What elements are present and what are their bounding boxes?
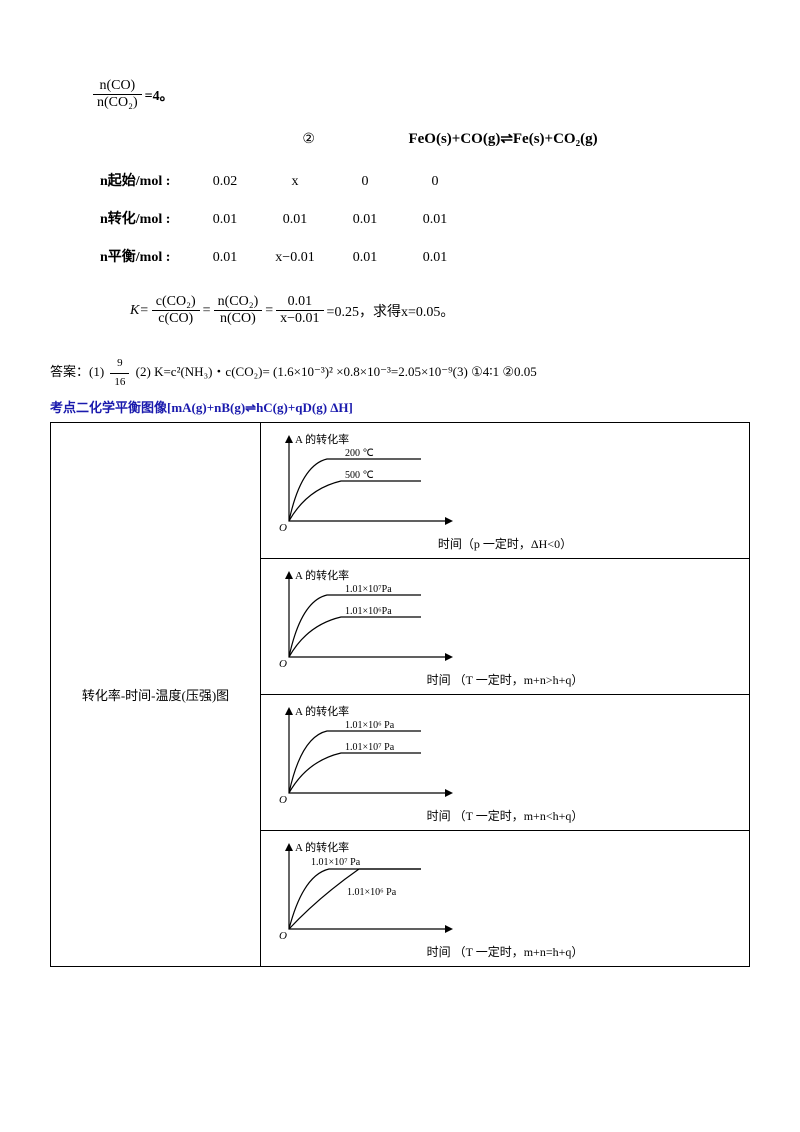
f2-den: n(CO)	[214, 311, 263, 327]
answer-mid2: ×0.8×10⁻³=2.05×10⁻⁹(3) ①4∶1 ②0.05	[336, 364, 537, 379]
mini-chart-svg: O A 的转化率 200 ℃ 500 ℃	[271, 429, 461, 533]
chart-caption: 时间（p 一定时，ΔH<0）	[271, 535, 739, 552]
mol-label: n转化/mol :	[100, 208, 190, 228]
frac-3: 0.01 x−0.01	[276, 294, 323, 327]
mol-label: n起始/mol :	[100, 170, 190, 190]
mol-value: 0.01	[400, 250, 470, 266]
mol-value: 0.01	[330, 212, 400, 228]
svg-text:O: O	[279, 522, 287, 533]
mini-chart-svg: O A 的转化率 1.01×10⁷Pa 1.01×10⁶Pa	[271, 565, 461, 669]
svg-text:1.01×10⁶ Pa: 1.01×10⁶ Pa	[345, 720, 395, 731]
reaction-equation: ② FeO(s)+CO(g)⇌Fe(s)+CO₂(g)	[150, 129, 750, 148]
mol-row: n起始/mol :0.02x00	[100, 170, 750, 190]
ans-num: 9	[110, 355, 129, 374]
svg-text:1.01×10⁷Pa: 1.01×10⁷Pa	[345, 584, 392, 595]
mol-label: n平衡/mol :	[100, 246, 190, 266]
mol-value: x−0.01	[260, 250, 330, 266]
ans-den: 16	[110, 374, 129, 392]
svg-text:1.01×10⁷ Pa: 1.01×10⁷ Pa	[345, 742, 395, 753]
svg-text:1.01×10⁷ Pa: 1.01×10⁷ Pa	[311, 857, 361, 868]
answer-line: 答案：(1) 9 16 (2) K=c²(NH₃)・c(CO₂)= (1.6×1…	[50, 355, 750, 391]
svg-text:1.01×10⁶ Pa: 1.01×10⁶ Pa	[347, 887, 397, 898]
marker: ②	[302, 131, 315, 148]
mol-value: 0.02	[190, 174, 260, 190]
mini-chart-svg: O A 的转化率 1.01×10⁶ Pa 1.01×10⁷ Pa	[271, 701, 461, 805]
equation-text: FeO(s)+CO(g)⇌Fe(s)+CO₂(g)	[408, 131, 597, 147]
svg-text:O: O	[279, 658, 287, 669]
svg-text:A 的转化率: A 的转化率	[295, 840, 349, 854]
svg-text:A 的转化率: A 的转化率	[295, 704, 349, 718]
topic-heading: 考点二化学平衡图像[mA(g)+nB(g)⇌hC(g)+qD(g) ΔH]	[50, 397, 750, 416]
svg-text:500 ℃: 500 ℃	[345, 470, 374, 481]
svg-text:A 的转化率: A 的转化率	[295, 432, 349, 446]
mini-chart-svg: O A 的转化率 1.01×10⁷ Pa 1.01×10⁶ Pa	[271, 837, 461, 941]
chart-cell-3: O A 的转化率 1.01×10⁷ Pa 1.01×10⁶ Pa 时间 （T 一定时，m…	[261, 831, 750, 967]
f1-num: c(CO₂)	[152, 294, 200, 311]
fraction: n(CO) n(CO₂)	[93, 78, 142, 111]
mol-row: n转化/mol :0.010.010.010.01	[100, 208, 750, 228]
eq2: =	[265, 303, 273, 319]
k-expression: K= c(CO₂) c(CO) = n(CO₂) n(CO) = 0.01 x−…	[130, 294, 750, 327]
equals: =4。	[145, 85, 174, 105]
answer-fraction: 9 16	[110, 355, 129, 391]
mol-value: 0	[400, 174, 470, 190]
chart-caption: 时间 （T 一定时，m+n>h+q）	[271, 671, 739, 688]
mol-value: 0	[330, 174, 400, 190]
eq1: =	[203, 303, 211, 319]
frac-2: n(CO₂) n(CO)	[214, 294, 263, 327]
f2-num: n(CO₂)	[214, 294, 263, 311]
chart-caption: 时间 （T 一定时，m+n=h+q）	[271, 943, 739, 960]
answer-exp: (1.6×10⁻³)²	[273, 364, 333, 379]
svg-text:O: O	[279, 930, 287, 941]
frac-1: c(CO₂) c(CO)	[152, 294, 200, 327]
mol-value: 0.01	[400, 212, 470, 228]
k-symbol: K=	[130, 303, 149, 319]
svg-text:O: O	[279, 794, 287, 805]
table-row-label: 转化率-时间-温度(压强)图	[51, 423, 261, 967]
mol-table: n起始/mol :0.02x00n转化/mol :0.010.010.010.0…	[50, 170, 750, 266]
k-tail: =0.25，求得x=0.05。	[327, 301, 455, 321]
svg-text:1.01×10⁶Pa: 1.01×10⁶Pa	[345, 606, 392, 617]
numerator: n(CO)	[93, 78, 142, 95]
answer-prefix: 答案：(1)	[50, 364, 107, 379]
chart-cell-0: O A 的转化率 200 ℃ 500 ℃ 时间（p 一定时，ΔH<0）	[261, 423, 750, 559]
svg-text:200 ℃: 200 ℃	[345, 448, 374, 459]
mol-value: 0.01	[190, 250, 260, 266]
mol-value: 0.01	[190, 212, 260, 228]
mol-value: x	[260, 174, 330, 190]
intro-fraction: n(CO) n(CO₂) =4。	[90, 78, 750, 111]
svg-text:A 的转化率: A 的转化率	[295, 568, 349, 582]
denominator: n(CO₂)	[93, 95, 142, 111]
chart-table: 转化率-时间-温度(压强)图 O A 的转化率 200 ℃ 500 ℃ 时间（p 一定时…	[50, 422, 750, 967]
answer-mid1: (2) K=c²(NH₃)・c(CO₂)=	[136, 364, 270, 379]
chart-cell-2: O A 的转化率 1.01×10⁶ Pa 1.01×10⁷ Pa 时间 （T 一定时，m…	[261, 695, 750, 831]
f3-num: 0.01	[276, 294, 323, 311]
mol-value: 0.01	[260, 212, 330, 228]
chart-caption: 时间 （T 一定时，m+n<h+q）	[271, 807, 739, 824]
f3-den: x−0.01	[276, 311, 323, 327]
f1-den: c(CO)	[152, 311, 200, 327]
mol-row: n平衡/mol :0.01x−0.010.010.01	[100, 246, 750, 266]
mol-value: 0.01	[330, 250, 400, 266]
chart-cell-1: O A 的转化率 1.01×10⁷Pa 1.01×10⁶Pa 时间 （T 一定时，m+n…	[261, 559, 750, 695]
